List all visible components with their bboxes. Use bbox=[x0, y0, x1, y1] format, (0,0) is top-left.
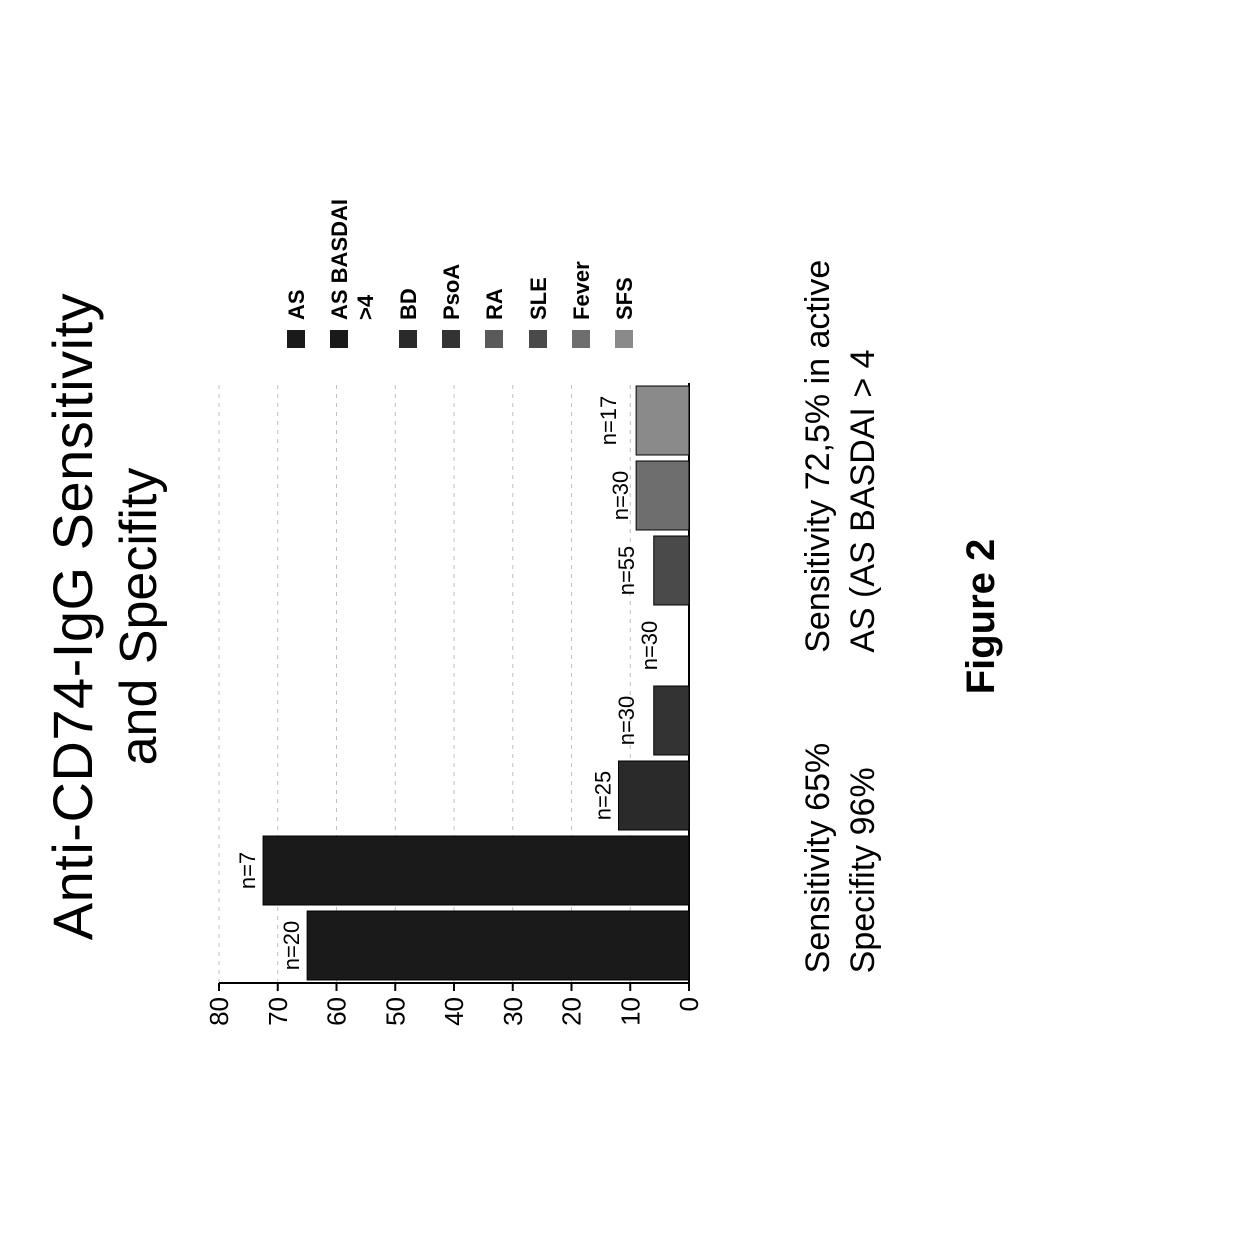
legend-item: SFS bbox=[612, 170, 637, 348]
legend-swatch bbox=[330, 330, 348, 348]
legend-swatch bbox=[485, 330, 503, 348]
legend-item: SLE bbox=[526, 170, 551, 348]
y-tick-label: 0 bbox=[674, 997, 704, 1011]
legend-item: Fever bbox=[569, 170, 594, 348]
legend-label: Fever bbox=[569, 261, 594, 320]
legend-swatch bbox=[442, 330, 460, 348]
bar-n-label: n=20 bbox=[279, 921, 304, 971]
figure-label: Figure 2 bbox=[959, 0, 1004, 1233]
page-title: Anti-CD74-IgG Sensitivity bbox=[40, 0, 105, 1233]
legend-swatch bbox=[572, 330, 590, 348]
legend-label: SLE bbox=[526, 277, 551, 320]
legend-label: RA bbox=[482, 288, 507, 320]
bar bbox=[619, 761, 690, 830]
page: Anti-CD74-IgG Sensitivity and Specifity … bbox=[0, 0, 1240, 1233]
y-tick-label: 50 bbox=[380, 997, 410, 1026]
bar bbox=[307, 911, 689, 980]
legend-label: AS BASDAI >4 bbox=[327, 170, 378, 320]
sensitivity-active-line2: AS (AS BASDAI > 4 bbox=[844, 260, 883, 653]
rotated-content: Anti-CD74-IgG Sensitivity and Specifity … bbox=[0, 0, 1240, 1233]
bar-chart: 0 10 20 30 40 50 60 70 80 n=20 n=7 n=25 n=30 n=30 n=55… bbox=[199, 373, 729, 1063]
bar-n-label: n=55 bbox=[614, 546, 639, 596]
sensitivity-active-line1: Sensitivity 72,5% in active bbox=[799, 260, 838, 653]
bar bbox=[636, 461, 689, 530]
bar-n-label: n=30 bbox=[637, 621, 662, 671]
legend-label: SFS bbox=[612, 277, 637, 320]
bar-n-label: n=30 bbox=[608, 471, 633, 521]
chart-wrap: 0 10 20 30 40 50 60 70 80 n=20 n=7 n=25 n=30 n=30 n=55… bbox=[199, 0, 729, 1233]
legend-label: PsoA bbox=[439, 264, 464, 320]
bar bbox=[654, 686, 689, 755]
legend: AS AS BASDAI >4 BD PsoA RA SLE Fever SFS bbox=[284, 170, 729, 348]
y-tick-label: 20 bbox=[557, 997, 587, 1026]
sensitivity-overall: Sensitivity 65% bbox=[799, 743, 838, 974]
bar bbox=[654, 536, 689, 605]
bar-n-label: n=7 bbox=[235, 852, 260, 889]
y-tick-label: 10 bbox=[615, 997, 645, 1026]
legend-item: AS BASDAI >4 bbox=[327, 170, 378, 348]
specificity-overall: Specifity 96% bbox=[844, 743, 883, 974]
y-tick-label: 40 bbox=[439, 997, 469, 1026]
legend-label: AS bbox=[284, 289, 309, 320]
y-tick-label: 30 bbox=[498, 997, 528, 1026]
legend-swatch bbox=[529, 330, 547, 348]
bar-n-label: n=17 bbox=[596, 396, 621, 446]
bar bbox=[636, 386, 689, 455]
bar-n-label: n=30 bbox=[614, 696, 639, 746]
bar-n-label: n=25 bbox=[591, 771, 616, 821]
page-subtitle: and Specifity bbox=[109, 0, 169, 1233]
y-tick-label: 60 bbox=[322, 997, 352, 1026]
caption-left: Sensitivity 65% Specifity 96% bbox=[799, 743, 889, 974]
legend-item: PsoA bbox=[439, 170, 464, 348]
legend-item: BD bbox=[396, 170, 421, 348]
y-tick-label: 70 bbox=[263, 997, 293, 1026]
legend-swatch bbox=[615, 330, 633, 348]
legend-item: AS bbox=[284, 170, 309, 348]
caption-row: Sensitivity 65% Specifity 96% Sensitivit… bbox=[799, 0, 889, 1233]
legend-label: BD bbox=[396, 288, 421, 320]
bar bbox=[263, 836, 689, 905]
y-tick-label: 80 bbox=[204, 997, 234, 1026]
legend-item: RA bbox=[482, 170, 507, 348]
caption-right: Sensitivity 72,5% in active AS (AS BASDA… bbox=[799, 260, 889, 653]
legend-swatch bbox=[399, 330, 417, 348]
legend-swatch bbox=[287, 330, 305, 348]
